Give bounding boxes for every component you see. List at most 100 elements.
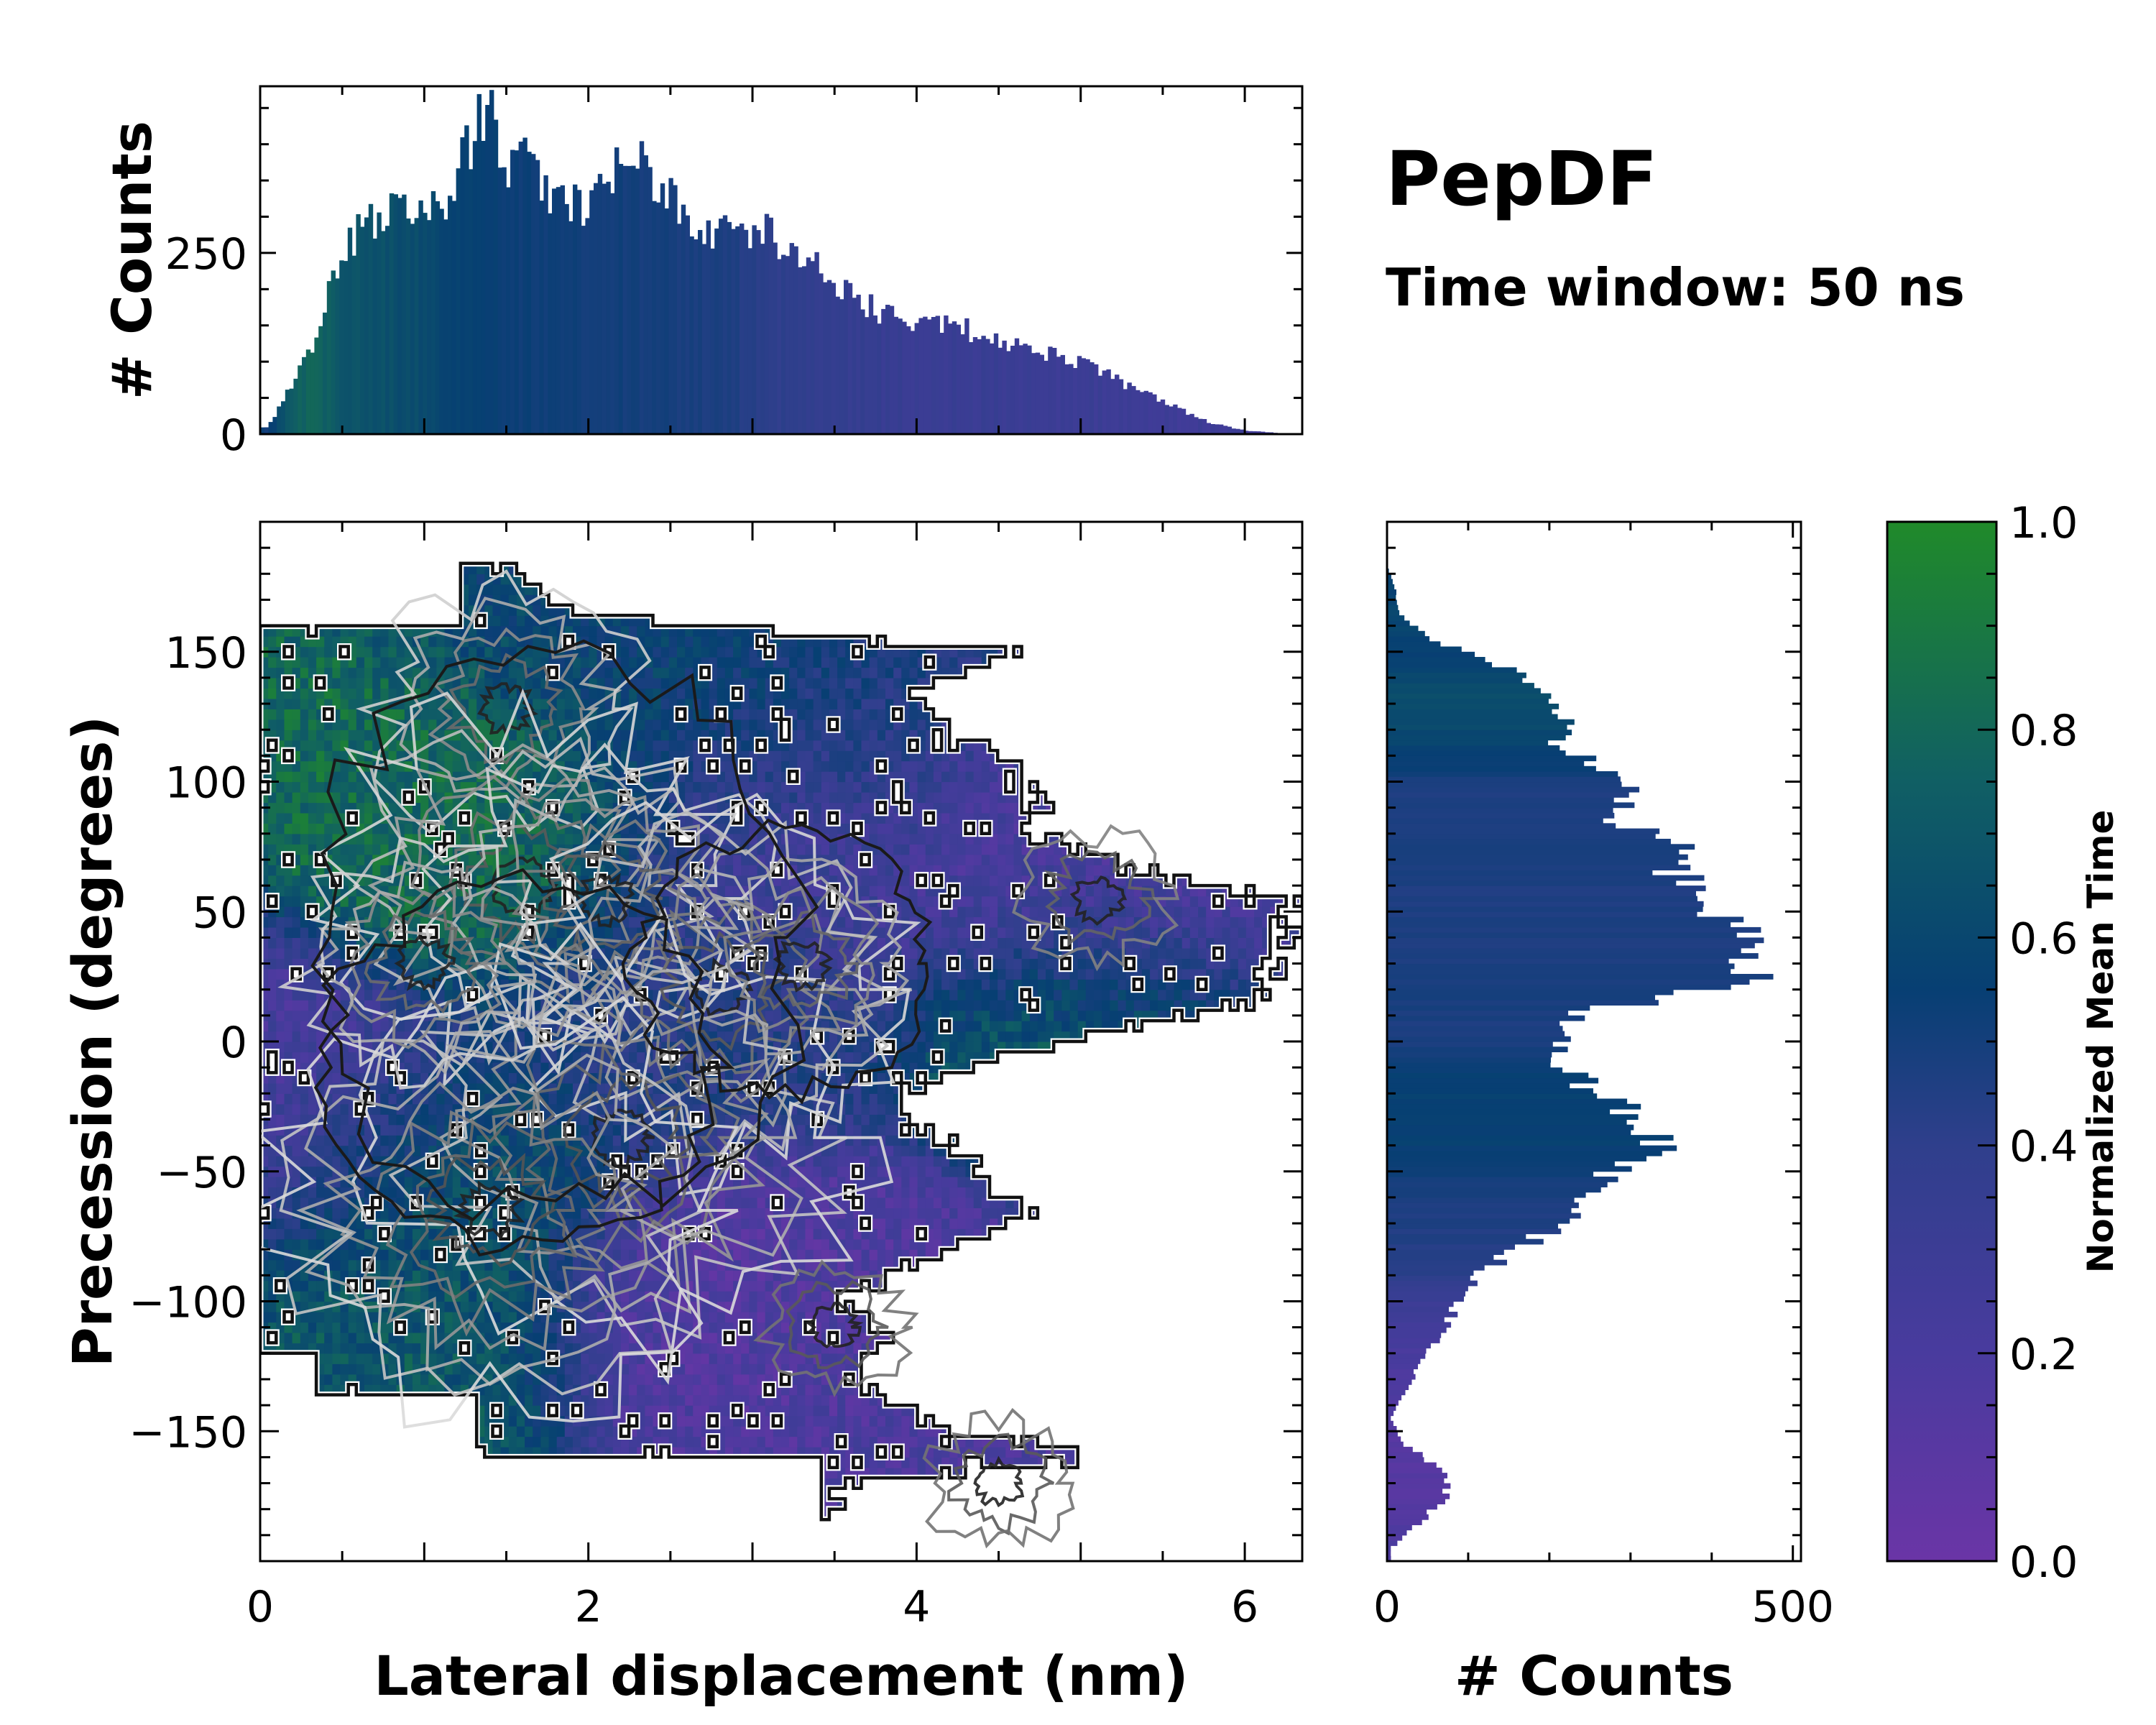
heatmap-cell — [781, 1208, 790, 1219]
heatmap-cell — [348, 1052, 357, 1063]
heatmap-cell — [733, 1238, 742, 1250]
heatmap-cell — [620, 947, 630, 959]
heatmap-cell — [404, 1177, 413, 1188]
heatmap-cell — [853, 1072, 862, 1084]
heatmap-cell — [404, 1343, 413, 1354]
heatmap-cell — [492, 1353, 502, 1364]
heatmap-cell — [925, 1197, 934, 1208]
heatmap-cell — [276, 896, 285, 907]
top-histogram-bar — [785, 256, 791, 434]
heatmap-cell — [645, 906, 654, 918]
heatmap-cell — [677, 1353, 686, 1364]
top-histogram-bar — [664, 208, 669, 434]
heatmap-cell — [717, 1259, 726, 1271]
heatmap-cell — [469, 1259, 477, 1271]
heatmap-cell — [749, 1384, 758, 1396]
heatmap-cell — [733, 958, 742, 970]
heatmap-cell — [821, 1384, 830, 1396]
heatmap-cell — [701, 1332, 710, 1343]
heatmap-cell — [805, 1156, 814, 1167]
heatmap-cell — [500, 1363, 510, 1375]
heatmap-cell — [797, 1228, 806, 1240]
heatmap-cell — [476, 937, 485, 949]
heatmap-cell — [412, 1145, 421, 1156]
heatmap-cell — [436, 1041, 446, 1053]
top-histogram-bar — [944, 315, 949, 434]
heatmap-cell — [276, 947, 285, 959]
heatmap-cell — [484, 1415, 494, 1427]
heatmap-cell — [1125, 906, 1135, 918]
heatmap-cell — [540, 906, 550, 918]
heatmap-cell — [260, 1156, 269, 1167]
heatmap-cell — [292, 1031, 301, 1042]
heatmap-cell — [677, 1062, 686, 1073]
heatmap-cell — [573, 1446, 581, 1458]
heatmap-cell — [717, 1197, 726, 1208]
heatmap-cell — [1189, 916, 1199, 928]
heatmap-cell — [348, 1041, 357, 1053]
heatmap-cell — [348, 1021, 357, 1032]
heatmap-cell — [1133, 989, 1143, 1000]
heatmap-cell — [348, 1103, 357, 1115]
heatmap-cell — [829, 1072, 838, 1084]
heatmap-cell — [1189, 958, 1199, 970]
heatmap-cell — [276, 1031, 285, 1042]
heatmap-cell — [388, 1177, 397, 1188]
top-histogram-bar — [293, 378, 298, 434]
top-histogram-bar — [764, 213, 770, 434]
heatmap-cell — [717, 1270, 726, 1282]
heatmap-cell — [645, 979, 654, 990]
heatmap-cell — [861, 1124, 870, 1136]
heatmap-cell — [292, 958, 301, 970]
heatmap-cell — [332, 968, 341, 980]
heatmap-cell — [396, 1238, 405, 1250]
heatmap-cell — [380, 1135, 390, 1146]
top-histogram-bar — [539, 201, 544, 434]
heatmap-cell — [653, 1228, 662, 1240]
heatmap-cell — [268, 1343, 277, 1354]
heatmap-cell — [717, 989, 726, 1000]
top-histogram-bar — [1219, 424, 1224, 434]
heatmap-cell — [380, 958, 390, 970]
heatmap-cell — [348, 1114, 357, 1126]
heatmap-cell — [781, 1343, 790, 1354]
heatmap-cell — [516, 1177, 525, 1188]
heatmap-cell — [596, 926, 606, 938]
heatmap-cell — [469, 1291, 477, 1302]
heatmap-cell — [701, 1103, 710, 1115]
heatmap-cell — [949, 1177, 958, 1188]
heatmap-cell — [1158, 979, 1166, 990]
heatmap-cell — [869, 1259, 878, 1271]
heatmap-cell — [1005, 1000, 1015, 1011]
heatmap-cell — [1222, 979, 1231, 990]
heatmap-cell — [556, 1249, 566, 1261]
heatmap-cell — [508, 1031, 517, 1042]
heatmap-cell — [332, 947, 341, 959]
heatmap-cell — [773, 1436, 782, 1448]
heatmap-cell — [540, 1228, 550, 1240]
heatmap-cell — [733, 1312, 742, 1323]
heatmap-cell — [316, 1208, 325, 1219]
heatmap-cell — [1037, 1000, 1046, 1011]
heatmap-cell — [821, 1446, 830, 1458]
heatmap-cell — [637, 1353, 645, 1364]
heatmap-cell — [917, 1145, 926, 1156]
heatmap-cell — [404, 1072, 413, 1084]
heatmap-cell — [1245, 916, 1255, 928]
heatmap-cell — [380, 1384, 390, 1396]
heatmap-cell — [492, 1394, 502, 1406]
heatmap-cell — [581, 1135, 589, 1146]
heatmap-cell — [340, 1052, 349, 1063]
heatmap-cell — [420, 1041, 429, 1053]
heatmap-cell — [548, 1394, 558, 1406]
heatmap-cell — [332, 937, 341, 949]
heatmap-cell — [861, 1436, 870, 1448]
heatmap-cell — [724, 1322, 734, 1333]
heatmap-cell — [789, 1166, 798, 1177]
heatmap-cell — [957, 1228, 967, 1240]
heatmap-cell — [573, 1238, 581, 1250]
heatmap-cell — [765, 1301, 774, 1312]
heatmap-cell — [990, 1041, 998, 1053]
heatmap-cell — [589, 1218, 598, 1229]
heatmap-cell — [300, 1218, 309, 1229]
